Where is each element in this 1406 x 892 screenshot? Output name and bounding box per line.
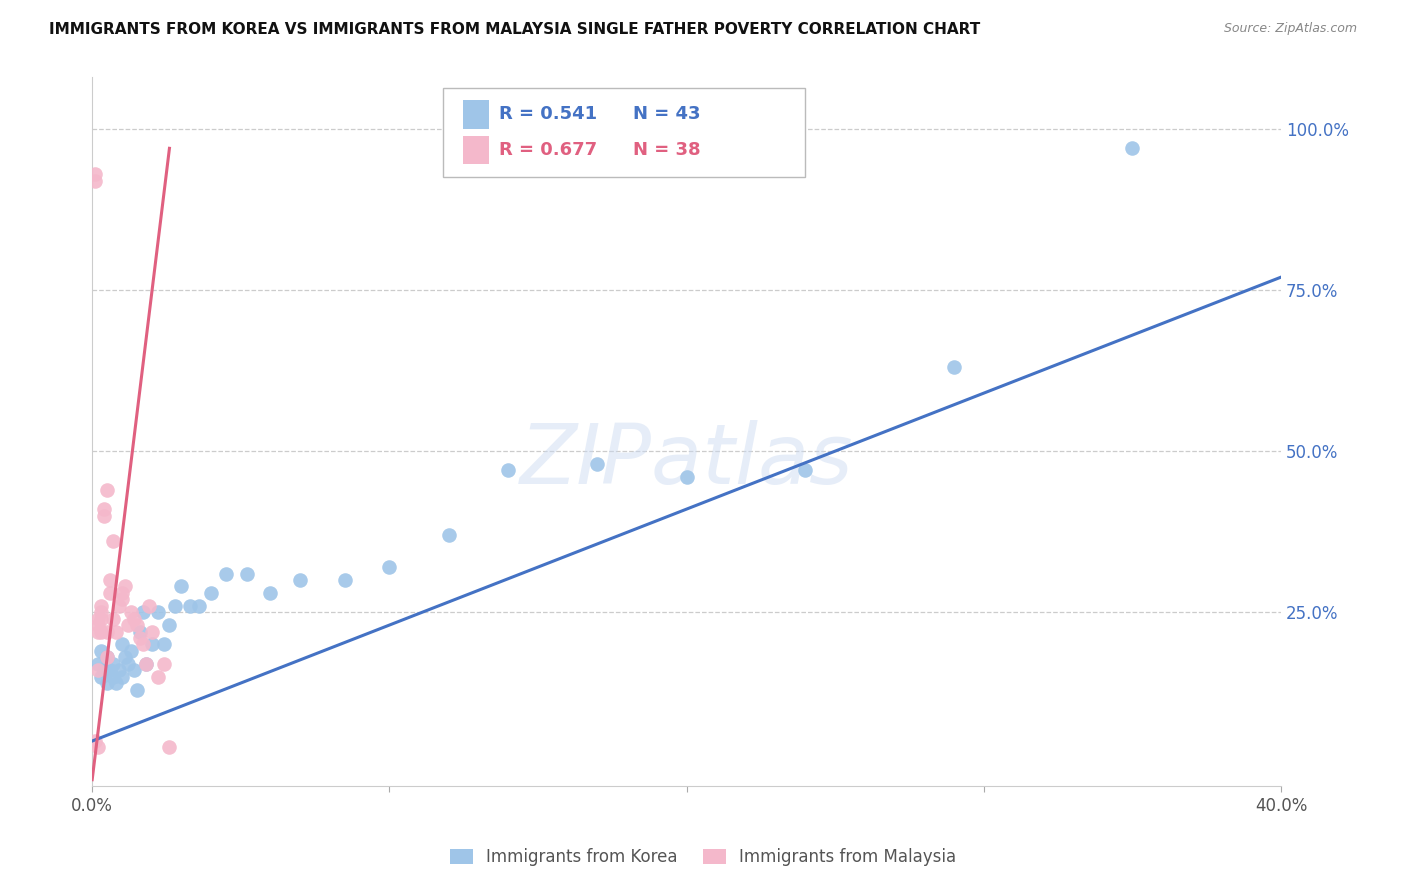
- Point: [290, 573, 312, 587]
- Point: [84, 173, 107, 187]
- Point: [215, 566, 238, 581]
- Point: [120, 605, 142, 619]
- Point: [128, 631, 150, 645]
- Point: [152, 637, 174, 651]
- Point: [131, 605, 153, 619]
- Point: [259, 586, 281, 600]
- Point: [93, 502, 115, 516]
- Point: [165, 599, 187, 613]
- Point: [122, 663, 145, 677]
- Point: [108, 663, 131, 677]
- Point: [122, 612, 145, 626]
- Point: [96, 483, 118, 497]
- Point: [111, 592, 134, 607]
- Point: [101, 612, 124, 626]
- Point: [188, 599, 211, 613]
- Point: [101, 670, 124, 684]
- Point: [675, 470, 697, 484]
- Point: [114, 579, 136, 593]
- Point: [90, 644, 112, 658]
- Point: [128, 624, 150, 639]
- Point: [96, 650, 118, 665]
- Point: [138, 599, 160, 613]
- Point: [90, 605, 112, 619]
- Point: [141, 624, 163, 639]
- Point: [90, 612, 112, 626]
- Point: [141, 637, 163, 651]
- Point: [131, 637, 153, 651]
- Point: [235, 566, 257, 581]
- FancyBboxPatch shape: [443, 88, 806, 177]
- Point: [93, 508, 115, 523]
- Point: [90, 599, 112, 613]
- Point: [101, 657, 124, 671]
- Point: [170, 579, 193, 593]
- Point: [98, 663, 121, 677]
- Point: [104, 676, 127, 690]
- Point: [152, 657, 174, 671]
- Text: N = 38: N = 38: [633, 141, 700, 160]
- FancyBboxPatch shape: [463, 100, 489, 128]
- Point: [87, 740, 110, 755]
- Text: IMMIGRANTS FROM KOREA VS IMMIGRANTS FROM MALAYSIA SINGLE FATHER POVERTY CORRELAT: IMMIGRANTS FROM KOREA VS IMMIGRANTS FROM…: [49, 22, 980, 37]
- Point: [117, 657, 139, 671]
- Point: [135, 657, 157, 671]
- Point: [125, 618, 148, 632]
- Text: R = 0.541: R = 0.541: [499, 105, 598, 123]
- Text: N = 43: N = 43: [633, 105, 700, 123]
- Point: [87, 618, 110, 632]
- Point: [117, 618, 139, 632]
- Point: [84, 734, 107, 748]
- Point: [93, 663, 115, 677]
- Point: [87, 612, 110, 626]
- Point: [146, 670, 169, 684]
- Point: [159, 618, 181, 632]
- Point: [96, 650, 118, 665]
- Point: [98, 586, 121, 600]
- Point: [96, 624, 118, 639]
- Point: [159, 740, 181, 755]
- Point: [111, 586, 134, 600]
- Legend: Immigrants from Korea, Immigrants from Malaysia: Immigrants from Korea, Immigrants from M…: [443, 842, 963, 873]
- Point: [87, 663, 110, 677]
- Point: [90, 670, 112, 684]
- Point: [586, 457, 609, 471]
- Point: [108, 599, 131, 613]
- Point: [1121, 141, 1143, 155]
- Point: [111, 670, 134, 684]
- Point: [179, 599, 201, 613]
- Point: [135, 657, 157, 671]
- Text: R = 0.677: R = 0.677: [499, 141, 598, 160]
- Point: [87, 624, 110, 639]
- Point: [125, 682, 148, 697]
- Point: [378, 560, 401, 574]
- Point: [333, 573, 356, 587]
- Point: [84, 167, 107, 181]
- Point: [794, 463, 817, 477]
- Text: ZIPatlas: ZIPatlas: [520, 419, 853, 500]
- Point: [496, 463, 519, 477]
- Point: [87, 657, 110, 671]
- Point: [104, 624, 127, 639]
- Point: [943, 360, 966, 375]
- Point: [200, 586, 222, 600]
- Point: [120, 644, 142, 658]
- Point: [114, 650, 136, 665]
- Text: Source: ZipAtlas.com: Source: ZipAtlas.com: [1223, 22, 1357, 36]
- Point: [146, 605, 169, 619]
- Point: [90, 624, 112, 639]
- Point: [111, 637, 134, 651]
- FancyBboxPatch shape: [463, 136, 489, 164]
- Point: [437, 528, 460, 542]
- Point: [101, 534, 124, 549]
- Point: [96, 676, 118, 690]
- Point: [98, 573, 121, 587]
